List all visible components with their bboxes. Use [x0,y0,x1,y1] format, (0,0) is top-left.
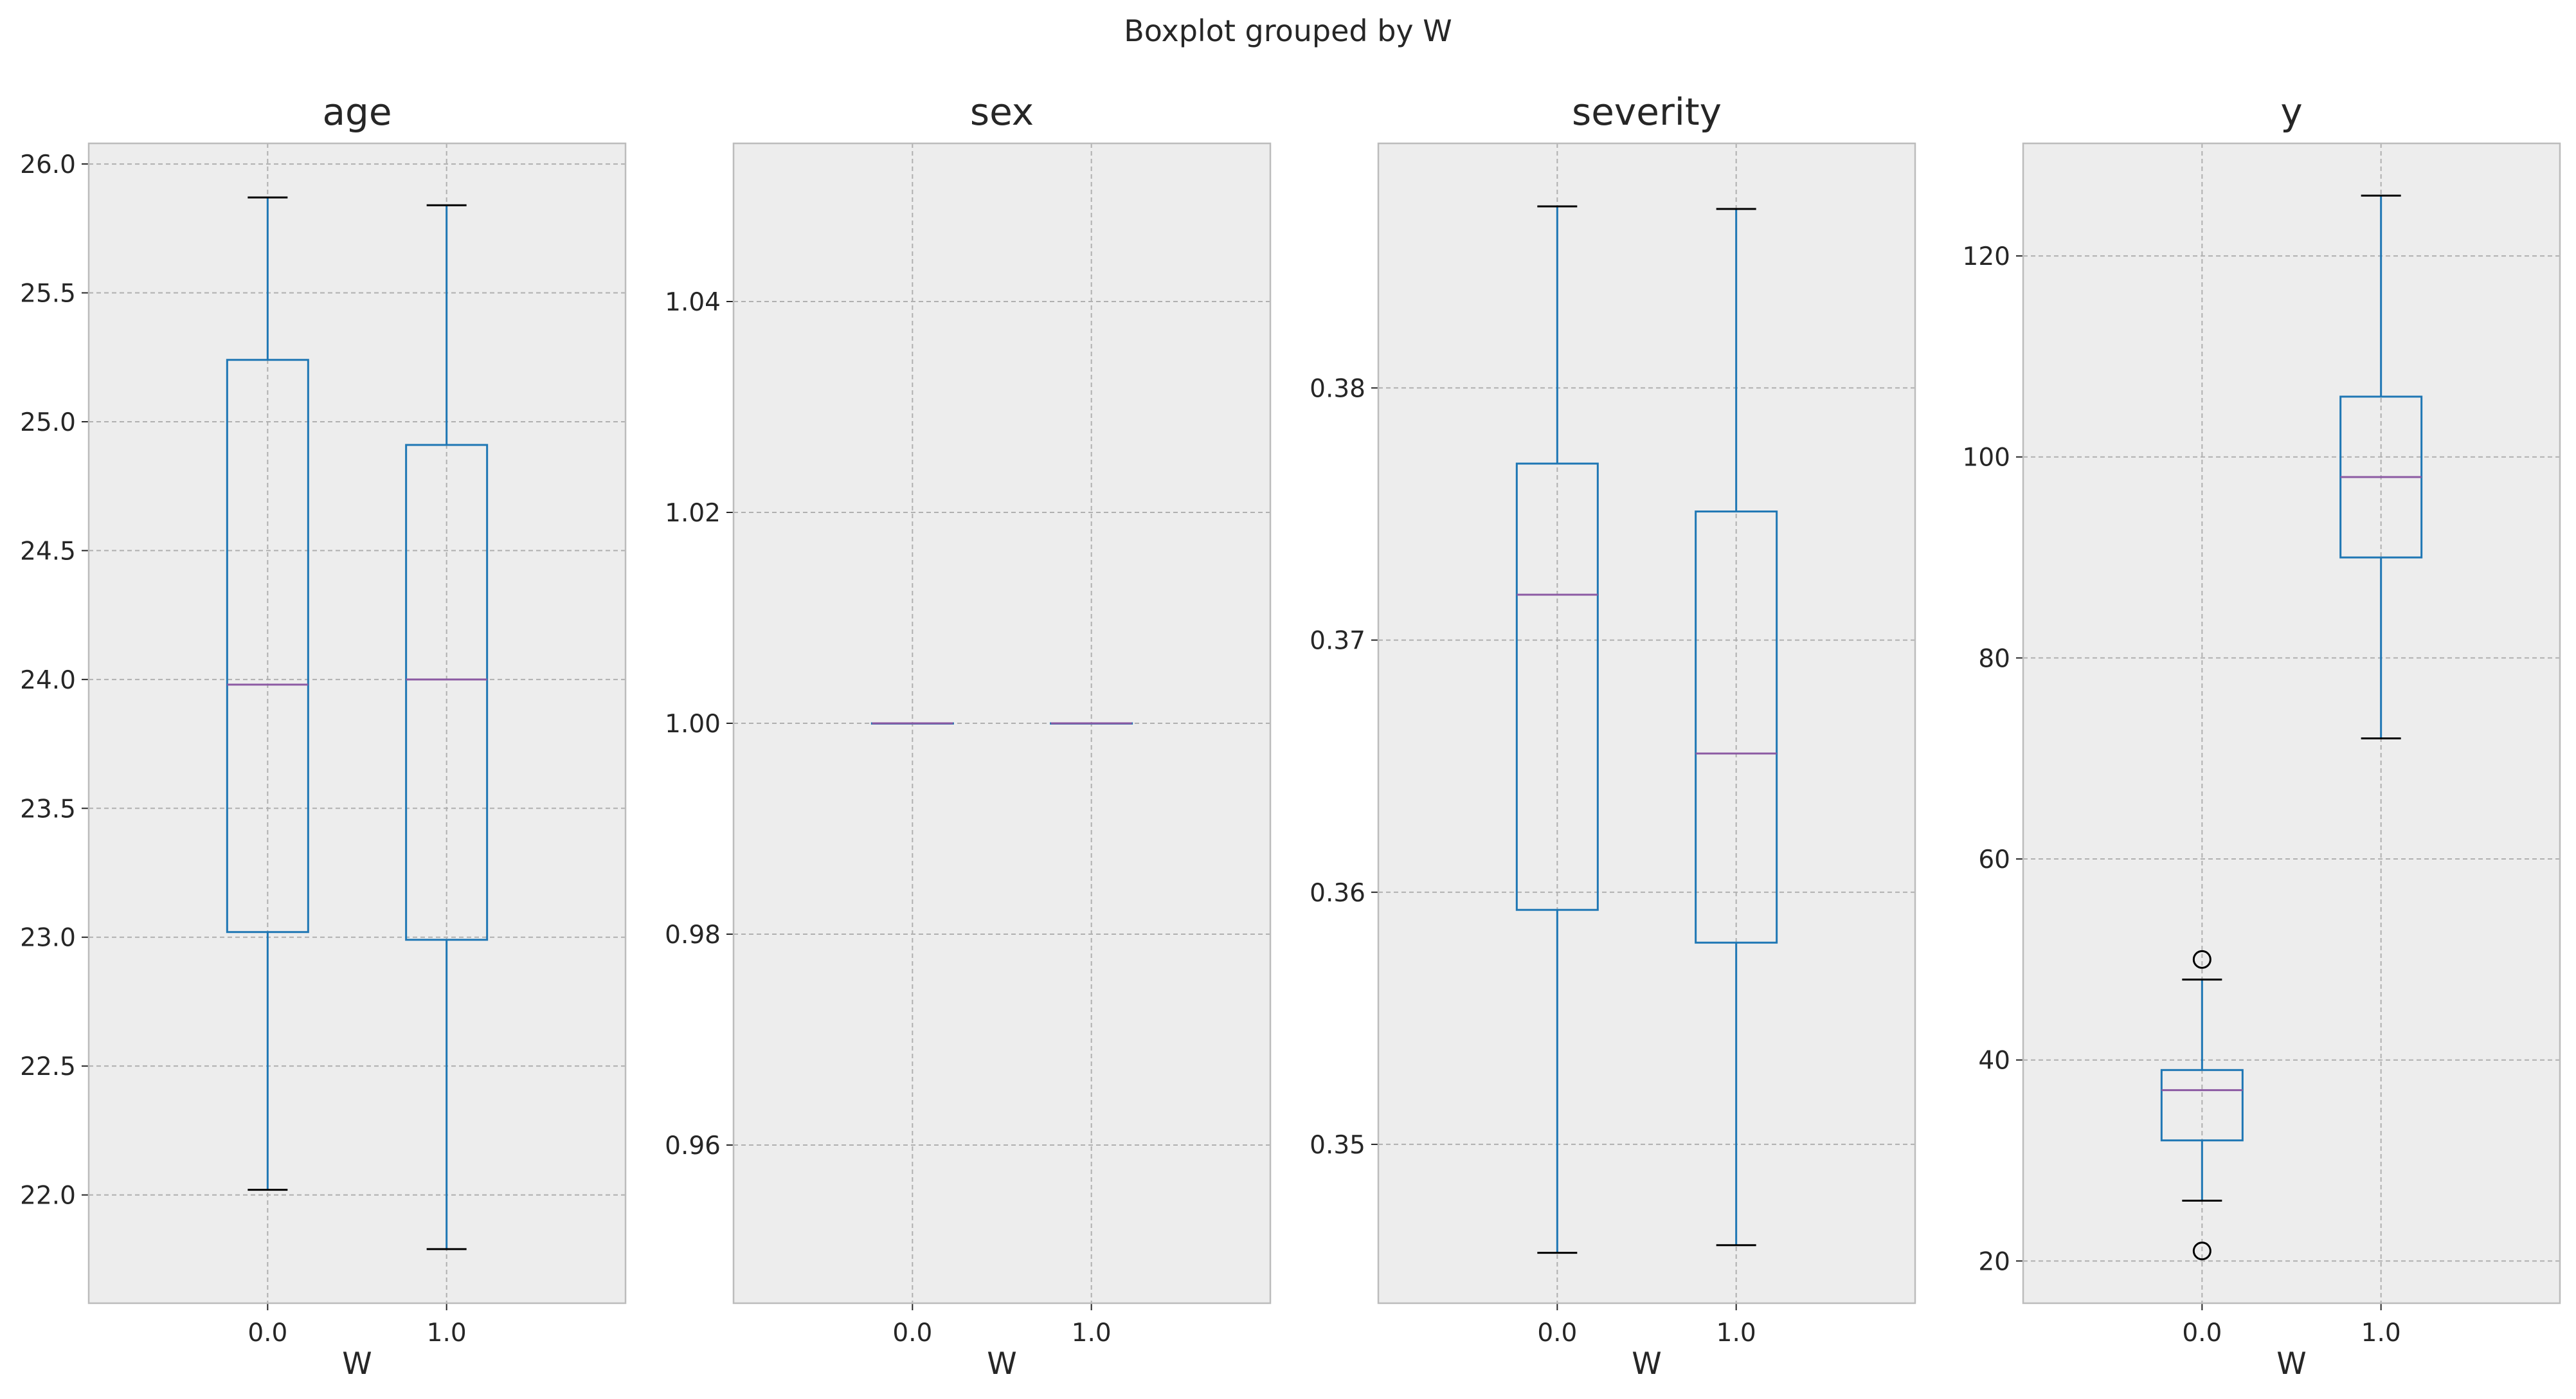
x-tick-label: 1.0 [427,1319,467,1348]
axes-frame [732,142,1272,1304]
box-y-0.0 [2160,950,2244,1261]
x-axis-label: W [342,1346,372,1382]
outlier-point [2192,950,2211,969]
axes-frame [1377,142,1916,1304]
y-tick-label: 0.98 [665,921,721,950]
box-age-1.0 [405,204,489,1250]
box-iqr [2160,1069,2244,1142]
y-tick-label: 1.02 [665,499,721,528]
x-axis-label: W [2276,1346,2306,1382]
x-tick-label: 1.0 [1072,1319,1112,1348]
plot-area [1378,143,1915,1303]
y-tick-label: 40 [1978,1047,2010,1076]
box-sex-0.0 [870,722,954,725]
box-iqr [226,359,309,934]
box-iqr [405,444,489,941]
y-tick-label: 25.0 [20,408,76,437]
y-tick-label: 1.04 [665,288,721,317]
box-sex-1.0 [1050,722,1133,725]
y-tick-label: 20 [1978,1247,2010,1276]
subplot-y: 20 40 60 80 100 120 0.0 1.0 y W [1963,90,2561,1382]
y-tick-label: 0.38 [1310,374,1365,403]
y-tick-label: 24.0 [20,666,76,695]
y-tick-label: 0.37 [1310,627,1365,656]
subplot-title: age [322,90,392,134]
y-tick-label: 0.36 [1310,879,1365,908]
box-iqr [1695,510,1778,944]
outlier-point [2192,1241,2211,1261]
subplot-severity: 0.35 0.36 0.37 0.38 0.0 1.0 severity W [1310,90,1916,1382]
y-tick-label: 100 [1963,444,2010,473]
box-iqr [1515,462,1599,911]
y-tick-label: 1.00 [665,710,721,739]
x-tick-label: 1.0 [1716,1319,1756,1348]
box-y-1.0 [2339,194,2423,739]
figure-title: Boxplot grouped by W [1124,14,1452,48]
axes-frame [2022,142,2561,1304]
subplot-title: y [2280,90,2302,134]
plot-area [2023,143,2560,1303]
x-axis-label: W [987,1346,1016,1382]
x-tick-label: 0.0 [2182,1319,2222,1348]
y-tick-label: 23.5 [20,795,76,824]
box-severity-0.0 [1515,205,1599,1254]
y-tick-label: 120 [1963,242,2010,271]
y-tick-label: 24.5 [20,537,76,566]
subplot-age: 22.0 22.5 23.0 23.5 24.0 24.5 25.0 25.5 26.0 0.0 1… [20,90,627,1382]
axes-frame [87,142,627,1304]
plot-area [734,143,1270,1303]
y-tick-label: 25.5 [20,280,76,309]
y-tick-label: 26.0 [20,150,76,179]
subplot-sex: 0.96 0.98 1.00 1.02 1.04 0.0 1.0 sex W [665,90,1272,1382]
subplot-title: severity [1572,90,1722,134]
box-severity-1.0 [1695,208,1778,1247]
y-tick-label: 22.0 [20,1182,76,1211]
x-axis-label: W [1632,1346,1661,1382]
plot-area [89,143,626,1303]
x-tick-label: 1.0 [2361,1319,2401,1348]
box-age-0.0 [226,196,309,1191]
y-tick-label: 60 [1978,845,2010,874]
x-tick-label: 0.0 [1537,1319,1577,1348]
x-tick-label: 0.0 [892,1319,932,1348]
y-tick-label: 80 [1978,644,2010,673]
x-tick-label: 0.0 [248,1319,287,1348]
subplot-title: sex [970,90,1034,134]
y-tick-label: 22.5 [20,1052,76,1081]
y-tick-label: 0.96 [665,1132,721,1160]
y-tick-label: 23.0 [20,924,76,953]
y-tick-label: 0.35 [1310,1131,1365,1160]
